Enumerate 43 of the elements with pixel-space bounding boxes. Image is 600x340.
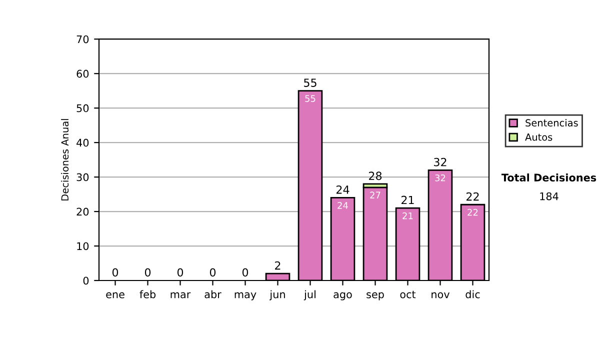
- x-tick-label: feb: [140, 290, 156, 298]
- data-label: 32: [435, 174, 446, 182]
- total-label: 24: [336, 185, 350, 194]
- data-label: 55: [305, 95, 316, 102]
- text: Total Decisiones: [501, 173, 596, 182]
- total-label: 2: [275, 261, 280, 270]
- total-label: 0: [210, 268, 216, 277]
- y-axis-title: Decisiones Anual: [61, 119, 69, 200]
- x-tick-label: mar: [170, 292, 191, 298]
- x-tick-label: nov: [432, 292, 450, 298]
- x-tick-label: sep: [366, 292, 384, 300]
- total-label: 0: [112, 268, 118, 277]
- data-label: 21: [402, 212, 413, 220]
- y-tick-label: 60: [76, 70, 89, 78]
- y-tick-label: 20: [76, 208, 89, 216]
- y-tick-label: 0: [83, 276, 89, 285]
- total-label: 32: [434, 158, 446, 166]
- x-tick-label: jun: [270, 290, 285, 300]
- y-tick-label: 70: [76, 35, 89, 44]
- total-label: 22: [466, 192, 479, 201]
- y-tick-label: 30: [76, 173, 89, 182]
- data-label: 24: [338, 202, 348, 209]
- legend-label: Sentencias: [526, 118, 578, 127]
- data-label: 27: [370, 192, 380, 198]
- total-label: 0: [242, 268, 248, 277]
- total-label: 0: [144, 268, 151, 277]
- data-label: 22: [468, 208, 478, 216]
- x-tick-label: ago: [334, 292, 352, 300]
- x-tick-label: may: [234, 292, 256, 300]
- y-tick-label: 10: [77, 242, 89, 250]
- y-tick-label: 50: [76, 104, 89, 112]
- x-tick-label: dic: [466, 290, 480, 298]
- x-tick-label: ene: [106, 292, 124, 298]
- total-label: 55: [304, 78, 316, 87]
- legend-label: Autos: [525, 134, 552, 141]
- x-tick-label: abr: [204, 290, 222, 298]
- total-label: 0: [177, 268, 184, 277]
- y-tick-label: 40: [76, 138, 89, 147]
- total-label: 21: [401, 196, 414, 204]
- text: 184: [540, 192, 558, 200]
- x-tick-label: oct: [400, 290, 416, 298]
- total-label: 28: [368, 172, 382, 180]
- x-tick-label: jul: [304, 290, 316, 300]
